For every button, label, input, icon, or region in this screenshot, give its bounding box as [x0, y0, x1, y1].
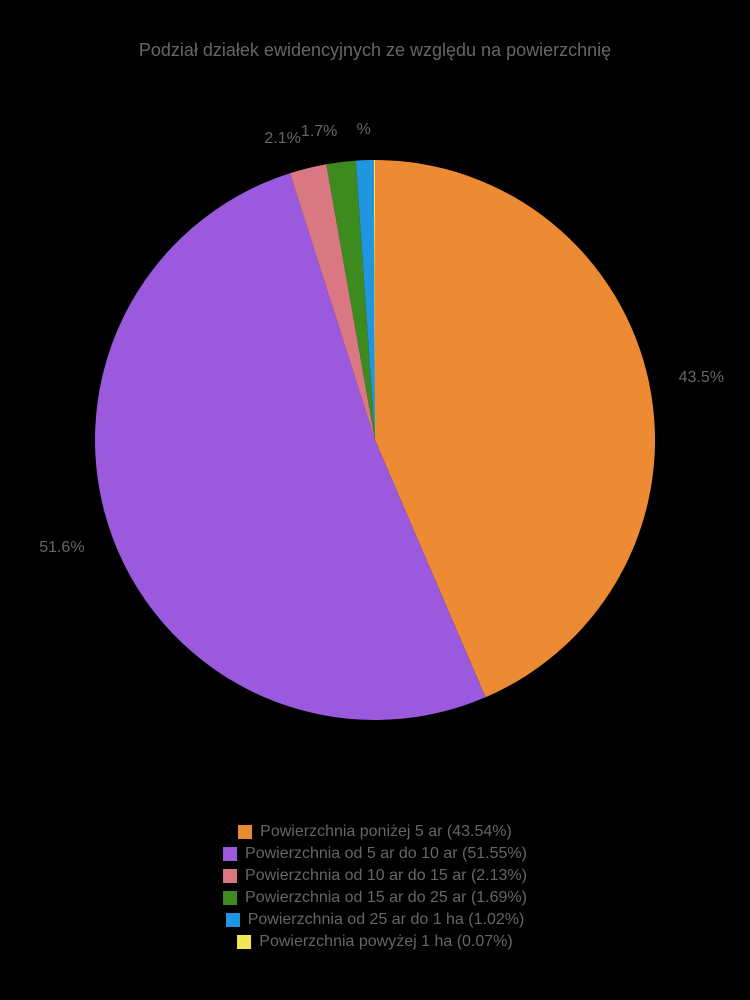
legend-swatch — [226, 913, 240, 927]
legend-swatch — [237, 935, 251, 949]
legend-label: Powierzchnia od 10 ar do 15 ar (2.13%) — [245, 867, 527, 885]
legend-swatch — [223, 891, 237, 905]
legend-item: Powierzchnia od 5 ar do 10 ar (51.55%) — [223, 845, 527, 863]
legend-label: Powierzchnia poniżej 5 ar (43.54%) — [260, 823, 512, 841]
slice-label: 51.6% — [39, 539, 84, 557]
legend-item: Powierzchnia powyżej 1 ha (0.07%) — [223, 933, 527, 951]
slice-label: % — [357, 121, 371, 139]
legend-label: Powierzchnia od 25 ar do 1 ha (1.02%) — [248, 911, 525, 929]
legend-swatch — [238, 825, 252, 839]
legend-swatch — [223, 869, 237, 883]
pie-slices — [95, 160, 655, 720]
legend-label: Powierzchnia od 5 ar do 10 ar (51.55%) — [245, 845, 527, 863]
slice-label: 2.1% — [264, 130, 300, 148]
slice-label: 1.7% — [301, 123, 337, 141]
legend-item: Powierzchnia od 25 ar do 1 ha (1.02%) — [223, 911, 527, 929]
legend-item: Powierzchnia od 10 ar do 15 ar (2.13%) — [223, 867, 527, 885]
legend-label: Powierzchnia od 15 ar do 25 ar (1.69%) — [245, 889, 527, 907]
pie-chart — [75, 140, 675, 740]
legend-item: Powierzchnia poniżej 5 ar (43.54%) — [223, 823, 527, 841]
legend: Powierzchnia poniżej 5 ar (43.54%) Powier… — [223, 823, 527, 955]
legend-label: Powierzchnia powyżej 1 ha (0.07%) — [259, 933, 512, 951]
chart-container: Podział działek ewidencyjnych ze względu… — [0, 0, 750, 1000]
chart-area: 43.5%51.6%2.1%1.7%% — [75, 100, 675, 750]
legend-item: Powierzchnia od 15 ar do 25 ar (1.69%) — [223, 889, 527, 907]
chart-title: Podział działek ewidencyjnych ze względu… — [139, 40, 611, 61]
slice-label: 43.5% — [679, 369, 724, 387]
legend-swatch — [223, 847, 237, 861]
